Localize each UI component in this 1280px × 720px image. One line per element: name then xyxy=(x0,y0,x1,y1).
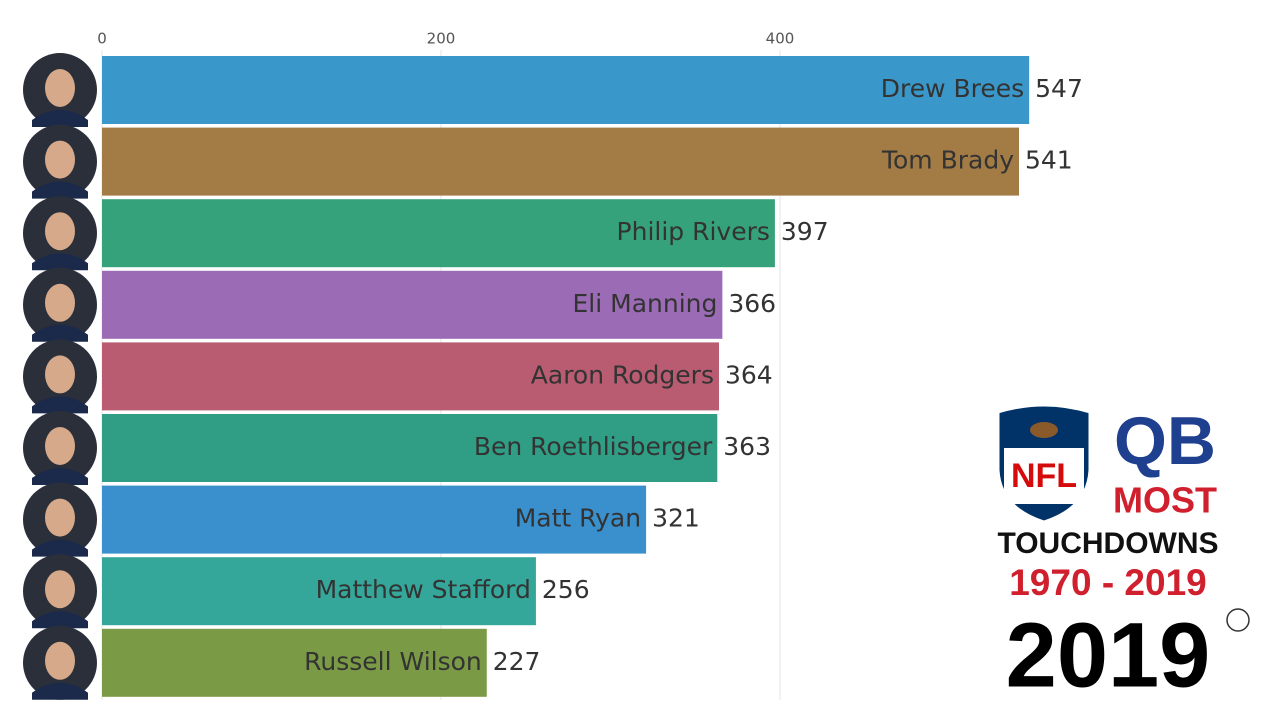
logo-field xyxy=(1004,448,1084,504)
bar-name: Aaron Rodgers xyxy=(531,360,714,389)
photo-shoulders xyxy=(32,396,88,414)
photo-face xyxy=(45,355,75,394)
value-label: 547 xyxy=(1035,74,1083,103)
year: 2019 xyxy=(1006,604,1211,706)
bar-name: Drew Brees xyxy=(881,74,1024,103)
bar-name: Russell Wilson xyxy=(304,647,482,676)
value-label: 363 xyxy=(723,432,771,461)
bar xyxy=(102,485,647,554)
logo-text: NFL xyxy=(1011,457,1077,495)
bar xyxy=(102,557,536,626)
bar xyxy=(102,342,719,411)
watermark-icon xyxy=(1226,608,1250,632)
photo-face xyxy=(45,427,75,465)
bar xyxy=(102,127,1019,196)
bar-name: Ben Roethlisberger xyxy=(474,432,713,461)
photo-shoulders xyxy=(32,682,88,700)
player-photo xyxy=(23,124,97,199)
photo-face xyxy=(45,283,75,322)
value-label: 256 xyxy=(542,575,590,604)
bar-name: Philip Rivers xyxy=(617,217,770,246)
photo-face xyxy=(45,570,75,609)
value-label: 364 xyxy=(725,360,773,389)
photo-shoulders xyxy=(32,611,88,629)
photo-face xyxy=(45,69,75,107)
value-label: 541 xyxy=(1025,146,1073,175)
bar xyxy=(102,270,723,339)
photo-shoulders xyxy=(32,468,88,485)
period: 1970 - 2019 xyxy=(1009,562,1207,603)
player-photo xyxy=(23,482,97,557)
bar-name: Tom Brady xyxy=(881,146,1014,175)
photo-face xyxy=(45,641,75,680)
photo-shoulders xyxy=(32,539,88,557)
player-photo xyxy=(23,554,97,629)
player-photo xyxy=(23,267,97,342)
bar xyxy=(102,628,487,697)
player-photo xyxy=(23,196,97,271)
photo-face xyxy=(45,498,75,537)
nfl-logo: NFL xyxy=(996,403,1092,524)
value-label: 227 xyxy=(493,647,541,676)
player-photo xyxy=(23,625,97,700)
title-most: MOST xyxy=(1113,480,1217,521)
photo-face xyxy=(45,212,75,251)
bar-name: Matt Ryan xyxy=(515,504,641,533)
photo-shoulders xyxy=(32,253,88,271)
title-touchdowns: TOUCHDOWNS xyxy=(997,527,1218,560)
logo-ball xyxy=(1030,422,1058,438)
photo-face xyxy=(45,140,75,179)
player-photo xyxy=(23,53,97,127)
x-tick-label: 400 xyxy=(766,30,795,48)
value-label: 366 xyxy=(728,289,776,318)
x-tick-label: 200 xyxy=(427,30,456,48)
bar xyxy=(102,199,775,268)
bar xyxy=(102,56,1030,124)
photo-shoulders xyxy=(32,181,88,199)
title-qb: QB xyxy=(1114,403,1216,479)
photo-shoulders xyxy=(32,324,88,342)
value-label: 321 xyxy=(652,504,700,533)
photo-shoulders xyxy=(32,110,88,127)
x-tick-label: 0 xyxy=(97,30,107,48)
player-photo xyxy=(23,339,97,414)
bar-name: Eli Manning xyxy=(572,289,717,318)
player-photo xyxy=(23,411,97,485)
bar-name: Matthew Stafford xyxy=(316,575,531,604)
value-label: 397 xyxy=(781,217,829,246)
bar xyxy=(102,414,718,482)
